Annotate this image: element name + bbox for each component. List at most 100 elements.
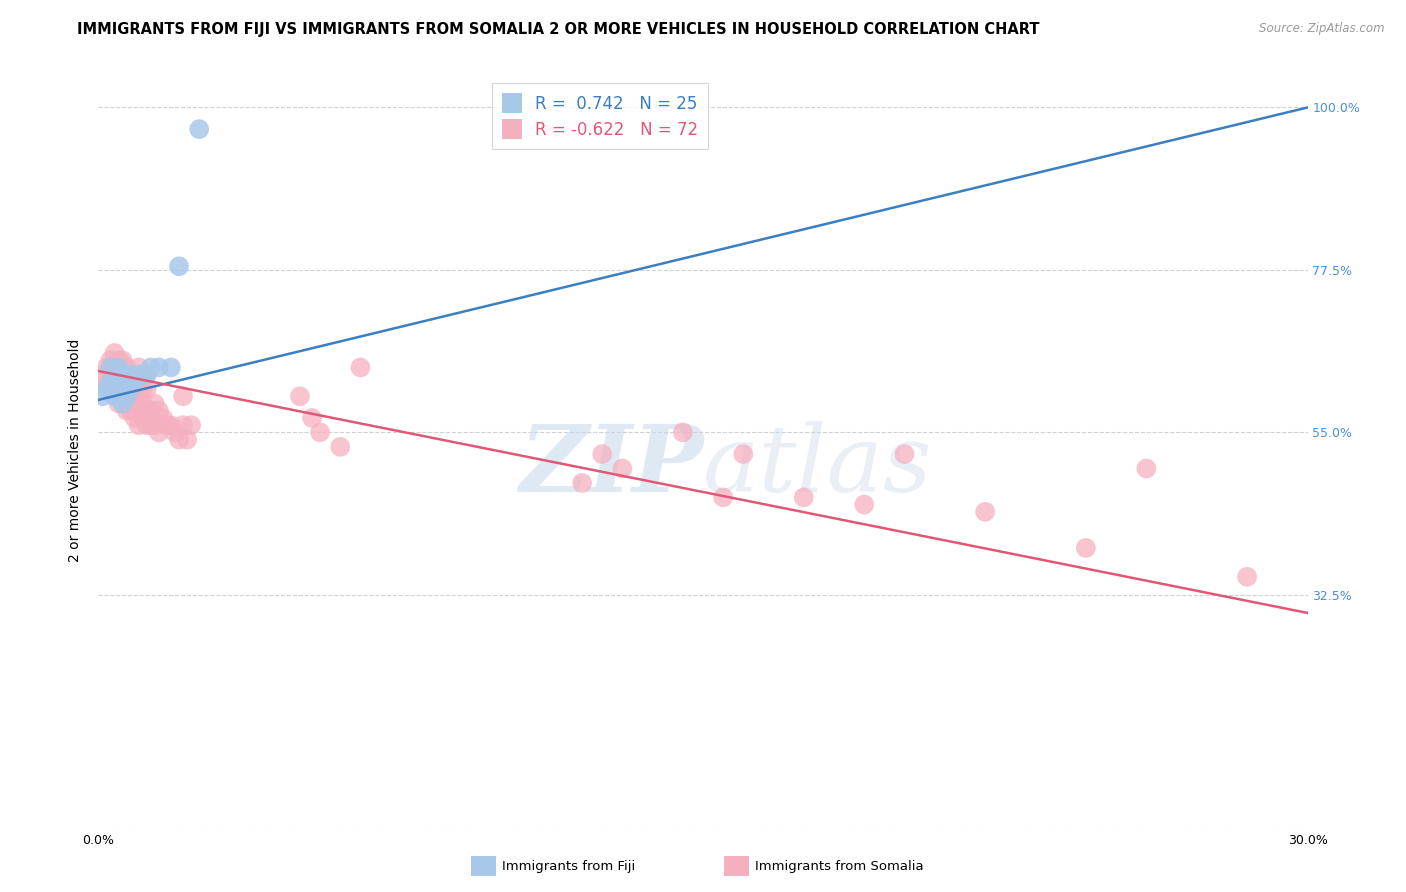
Point <box>120 368 142 382</box>
Point <box>571 475 593 490</box>
Point <box>111 382 134 396</box>
Text: Immigrants from Somalia: Immigrants from Somalia <box>755 860 924 872</box>
Point <box>124 375 146 389</box>
Point <box>132 382 155 396</box>
Point <box>974 505 997 519</box>
Point <box>733 447 755 461</box>
Point <box>103 368 125 382</box>
Point <box>107 382 129 396</box>
Point <box>111 368 134 382</box>
Point <box>160 360 183 375</box>
Point <box>591 447 613 461</box>
Point <box>100 360 122 375</box>
Point <box>135 418 157 433</box>
Point <box>128 418 150 433</box>
Point <box>100 382 122 396</box>
Point <box>115 375 138 389</box>
Point <box>793 491 815 505</box>
Y-axis label: 2 or more Vehicles in Household: 2 or more Vehicles in Household <box>69 339 83 562</box>
Point <box>107 396 129 410</box>
Point <box>349 360 371 375</box>
Point <box>111 382 134 396</box>
Point <box>288 389 311 403</box>
Text: ZIP: ZIP <box>519 421 703 510</box>
Point <box>143 418 166 433</box>
Point <box>91 368 114 382</box>
Point <box>167 433 190 447</box>
Point <box>128 396 150 410</box>
Point <box>329 440 352 454</box>
Point <box>91 389 114 403</box>
Point <box>107 375 129 389</box>
Text: Immigrants from Fiji: Immigrants from Fiji <box>502 860 636 872</box>
Point <box>612 461 634 475</box>
Point <box>672 425 695 440</box>
Point <box>100 353 122 368</box>
Point <box>139 360 162 375</box>
Point <box>180 418 202 433</box>
Point <box>135 382 157 396</box>
Point <box>115 389 138 403</box>
Point <box>167 260 190 274</box>
Point <box>301 411 323 425</box>
Point <box>132 396 155 410</box>
Point <box>188 122 211 136</box>
Point <box>135 403 157 417</box>
Point <box>96 382 118 396</box>
Point <box>111 353 134 368</box>
Point <box>107 353 129 368</box>
Point <box>100 368 122 382</box>
Point <box>148 360 170 375</box>
Point <box>111 368 134 382</box>
Point <box>163 425 186 440</box>
Point <box>103 346 125 360</box>
Point <box>160 418 183 433</box>
Text: atlas: atlas <box>703 421 932 510</box>
Point <box>132 411 155 425</box>
Point <box>103 389 125 403</box>
Point <box>120 368 142 382</box>
Point <box>1236 570 1258 584</box>
Point <box>128 360 150 375</box>
Point <box>111 396 134 410</box>
Point <box>148 403 170 417</box>
Point <box>124 411 146 425</box>
Legend: R =  0.742   N = 25, R = -0.622   N = 72: R = 0.742 N = 25, R = -0.622 N = 72 <box>492 84 709 149</box>
Point <box>135 368 157 382</box>
Point <box>103 375 125 389</box>
Point <box>128 382 150 396</box>
Point <box>148 425 170 440</box>
Point <box>111 396 134 410</box>
Point <box>103 389 125 403</box>
Point <box>309 425 332 440</box>
Point <box>152 411 174 425</box>
Point <box>107 368 129 382</box>
Point <box>115 375 138 389</box>
Point <box>115 403 138 417</box>
Point <box>135 368 157 382</box>
Point <box>100 375 122 389</box>
Point <box>139 418 162 433</box>
Point <box>115 360 138 375</box>
Point <box>124 396 146 410</box>
Point <box>176 433 198 447</box>
Point <box>128 368 150 382</box>
Point <box>1135 461 1157 475</box>
Point <box>1074 541 1097 555</box>
Point <box>115 389 138 403</box>
Point <box>893 447 915 461</box>
Point <box>853 498 876 512</box>
Point <box>107 389 129 403</box>
Point <box>103 360 125 375</box>
Point <box>120 382 142 396</box>
Point <box>156 418 179 433</box>
Point <box>96 360 118 375</box>
Point <box>124 375 146 389</box>
Point <box>120 389 142 403</box>
Point <box>139 403 162 417</box>
Point <box>107 360 129 375</box>
Text: Source: ZipAtlas.com: Source: ZipAtlas.com <box>1260 22 1385 36</box>
Point <box>711 491 734 505</box>
Point <box>143 396 166 410</box>
Point <box>120 403 142 417</box>
